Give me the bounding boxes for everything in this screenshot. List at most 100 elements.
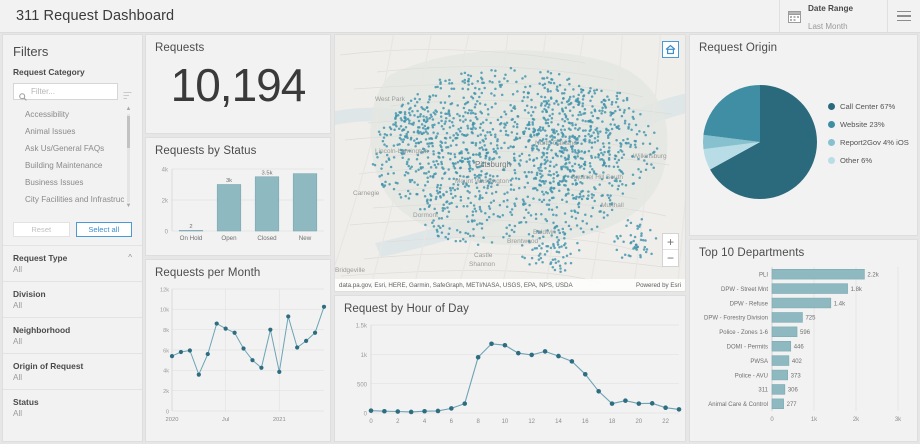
search-placeholder-text: Filter... — [31, 87, 56, 96]
request-origin-title: Request Origin — [699, 42, 778, 54]
legend-item[interactable]: Other 6% — [828, 156, 909, 165]
calendar-icon — [788, 10, 801, 23]
filter-section-status[interactable]: Status All — [3, 389, 142, 425]
map-place-label: Dormont — [413, 212, 438, 219]
app-header: 311 Request Dashboard Date Range Last Mo… — [0, 0, 920, 33]
requests-map[interactable]: West Park Lincoln-Lemington Pittsburgh Nort… — [334, 34, 686, 292]
svg-text:12k: 12k — [160, 287, 169, 293]
svg-text:306: 306 — [788, 388, 799, 394]
svg-text:1k: 1k — [811, 417, 818, 423]
select-all-button[interactable]: Select all — [75, 222, 132, 237]
legend-item[interactable]: Call Center 67% — [828, 102, 909, 111]
svg-text:Closed: Closed — [257, 235, 277, 242]
legend-color-swatch — [828, 157, 835, 164]
legend-label: Report2Gov 4% iOS — [840, 138, 909, 147]
svg-text:6: 6 — [450, 419, 454, 425]
requests-per-month-card: Requests per Month 0 2k 4k 6k 8k 10k 12k 2020 Ju… — [145, 259, 331, 442]
date-range-value: Last Month — [808, 22, 848, 31]
filter-section-value: All — [13, 409, 23, 418]
svg-text:Police - AVU: Police - AVU — [735, 373, 768, 379]
chevron-up-icon[interactable]: ^ — [128, 253, 132, 262]
category-search-input[interactable]: Filter... — [13, 83, 118, 101]
map-place-label: Bridgeville — [335, 267, 365, 274]
map-place-label: Mount Washington — [455, 178, 509, 185]
map-attribution-text: data.pa.gov, Esri, HERE, Garmin, SafeGra… — [339, 281, 573, 289]
category-list[interactable]: Accessibility Animal Issues Ask Us/Gener… — [13, 106, 132, 210]
svg-text:14: 14 — [555, 419, 562, 425]
filter-section-neighborhood[interactable]: Neighborhood All — [3, 317, 142, 353]
svg-text:2k: 2k — [162, 199, 169, 205]
reset-button[interactable]: Reset — [13, 222, 70, 237]
svg-text:3k: 3k — [226, 178, 232, 184]
filter-options-icon[interactable] — [123, 87, 132, 99]
svg-text:311: 311 — [758, 388, 768, 394]
svg-text:Jul: Jul — [222, 417, 229, 423]
requests-by-status-chart[interactable]: 0 2k 4k 2 On Hold 3k Open 3.5k Closed New — [146, 157, 332, 253]
scroll-down-icon[interactable]: ▼ — [125, 203, 132, 209]
requests-by-status-title: Requests by Status — [155, 145, 257, 157]
svg-text:0: 0 — [166, 409, 169, 415]
category-item[interactable]: Building Maintenance — [25, 161, 103, 170]
request-category-filter: Request Category Filter... — [3, 59, 142, 216]
svg-text:22: 22 — [662, 419, 669, 425]
svg-text:Police - Zones 1-6: Police - Zones 1-6 — [719, 330, 768, 336]
svg-text:0: 0 — [369, 419, 373, 425]
filter-section-value: All — [13, 373, 23, 382]
requests-count-value: 10,194 — [170, 59, 307, 111]
request-by-hour-chart[interactable]: 0 500 1k 1.5k 0 2 4 6 8 10 12 14 16 18 20 22 — [335, 315, 687, 439]
request-origin-pie[interactable] — [690, 54, 830, 224]
map-canvas[interactable]: West Park Lincoln-Lemington Pittsburgh Nort… — [335, 35, 686, 292]
category-item[interactable]: Ask Us/General FAQs — [25, 144, 105, 153]
map-zoom-controls[interactable]: + − — [662, 233, 679, 267]
top-10-departments-chart[interactable]: 0 1k 2k 3k 2.2k PLI 1.8k DPW - Street Mnt 1.4k DP… — [690, 259, 919, 439]
svg-text:New: New — [299, 235, 312, 242]
filter-section-origin-of-request[interactable]: Origin of Request All — [3, 353, 142, 389]
top-10-departments-card: Top 10 Departments 0 1k 2k 3k 2.2k PLI 1.8k DPW… — [689, 239, 918, 442]
legend-item[interactable]: Report2Gov 4% iOS — [828, 138, 909, 147]
svg-text:4: 4 — [423, 419, 427, 425]
svg-text:1.8k: 1.8k — [851, 287, 863, 293]
map-place-label: Carnegie — [353, 190, 380, 197]
map-zoom-out-button[interactable]: − — [666, 251, 674, 265]
category-scrollbar[interactable]: ▲ ▼ — [125, 106, 132, 210]
requests-by-status-card: Requests by Status 0 2k 4k 2 On Hold 3k Open 3.… — [145, 137, 331, 256]
map-zoom-in-button[interactable]: + — [663, 234, 678, 250]
map-place-label: Castle — [474, 252, 493, 259]
map-place-label: West Park — [375, 96, 406, 103]
filter-section-name: Request Type — [13, 253, 68, 263]
filters-heading: Filters — [13, 44, 49, 59]
filter-section-value: All — [13, 337, 23, 346]
category-item[interactable]: Animal Issues — [25, 127, 76, 136]
requests-per-month-title: Requests per Month — [155, 267, 261, 279]
svg-text:500: 500 — [357, 382, 368, 388]
page-title: 311 Request Dashboard — [16, 8, 175, 24]
svg-text:2.2k: 2.2k — [867, 273, 879, 279]
legend-label: Website 23% — [840, 120, 885, 129]
svg-text:2: 2 — [396, 419, 400, 425]
hamburger-menu-icon[interactable] — [887, 0, 920, 32]
scroll-up-icon[interactable]: ▲ — [125, 106, 132, 112]
filter-section-division[interactable]: Division All — [3, 281, 142, 317]
legend-item[interactable]: Website 23% — [828, 120, 909, 129]
requests-per-month-chart[interactable]: 0 2k 4k 6k 8k 10k 12k 2020 Jul 2021 — [146, 279, 332, 439]
filter-section-name: Origin of Request — [13, 361, 84, 371]
request-origin-card: Request Origin Call Center 67% Website 2… — [689, 34, 918, 236]
date-range-control[interactable]: Date Range Last Month — [779, 0, 887, 32]
svg-text:0: 0 — [165, 230, 169, 236]
svg-text:2k: 2k — [163, 389, 169, 395]
category-item[interactable]: Accessibility — [25, 110, 70, 119]
filter-section-request-type[interactable]: Request Type All ^ — [3, 245, 142, 281]
svg-text:1.5k: 1.5k — [356, 324, 368, 330]
svg-text:2k: 2k — [853, 417, 860, 423]
svg-text:DPW - Street Mnt: DPW - Street Mnt — [721, 287, 768, 293]
category-item[interactable]: Business Issues — [25, 178, 84, 187]
svg-text:On Hold: On Hold — [180, 235, 203, 242]
map-place-label: Wilkinsburg — [633, 153, 667, 160]
svg-text:3k: 3k — [895, 417, 902, 423]
category-item[interactable]: City Facilities and Infrastructure — [25, 195, 124, 204]
filter-section-value: All — [13, 301, 23, 310]
svg-text:2: 2 — [189, 224, 192, 230]
home-map-icon[interactable] — [662, 41, 679, 58]
svg-text:2021: 2021 — [273, 417, 286, 423]
filter-section-name: Neighborhood — [13, 325, 71, 335]
